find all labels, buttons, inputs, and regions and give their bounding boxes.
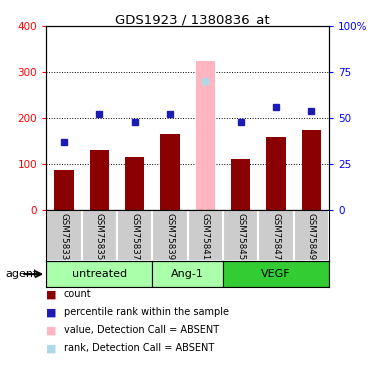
Bar [46, 261, 152, 287]
Bar [266, 136, 286, 210]
Text: GSM75845: GSM75845 [236, 213, 245, 260]
Text: untreated: untreated [72, 269, 127, 279]
Bar [223, 261, 329, 287]
Text: GSM75835: GSM75835 [95, 213, 104, 260]
Text: ■: ■ [46, 344, 57, 353]
Bar [294, 210, 329, 261]
Bar [152, 210, 188, 261]
Text: agent: agent [6, 269, 38, 279]
Bar [54, 170, 74, 210]
Bar [231, 159, 251, 210]
Bar [223, 210, 258, 261]
Bar [125, 157, 144, 210]
Text: VEGF: VEGF [261, 269, 291, 279]
Text: Ang-1: Ang-1 [171, 269, 204, 279]
Bar [196, 61, 215, 210]
Bar [160, 134, 180, 210]
Bar [258, 210, 294, 261]
Text: GDS1923 / 1380836_at: GDS1923 / 1380836_at [115, 13, 270, 26]
Text: ■: ■ [46, 290, 57, 299]
Text: GSM75837: GSM75837 [130, 213, 139, 260]
Bar [82, 210, 117, 261]
Text: rank, Detection Call = ABSENT: rank, Detection Call = ABSENT [64, 344, 214, 353]
Text: value, Detection Call = ABSENT: value, Detection Call = ABSENT [64, 326, 219, 335]
Text: ■: ■ [46, 326, 57, 335]
Bar [152, 261, 223, 287]
Text: GSM75841: GSM75841 [201, 213, 210, 260]
Text: GSM75839: GSM75839 [166, 213, 174, 260]
Text: GSM75833: GSM75833 [59, 213, 69, 260]
Bar [302, 130, 321, 210]
Bar [90, 150, 109, 210]
Text: count: count [64, 290, 91, 299]
Bar [117, 210, 152, 261]
Bar [188, 210, 223, 261]
Text: ■: ■ [46, 308, 57, 317]
Text: GSM75849: GSM75849 [307, 213, 316, 260]
Bar [46, 210, 82, 261]
Text: GSM75847: GSM75847 [271, 213, 281, 260]
Text: percentile rank within the sample: percentile rank within the sample [64, 308, 229, 317]
